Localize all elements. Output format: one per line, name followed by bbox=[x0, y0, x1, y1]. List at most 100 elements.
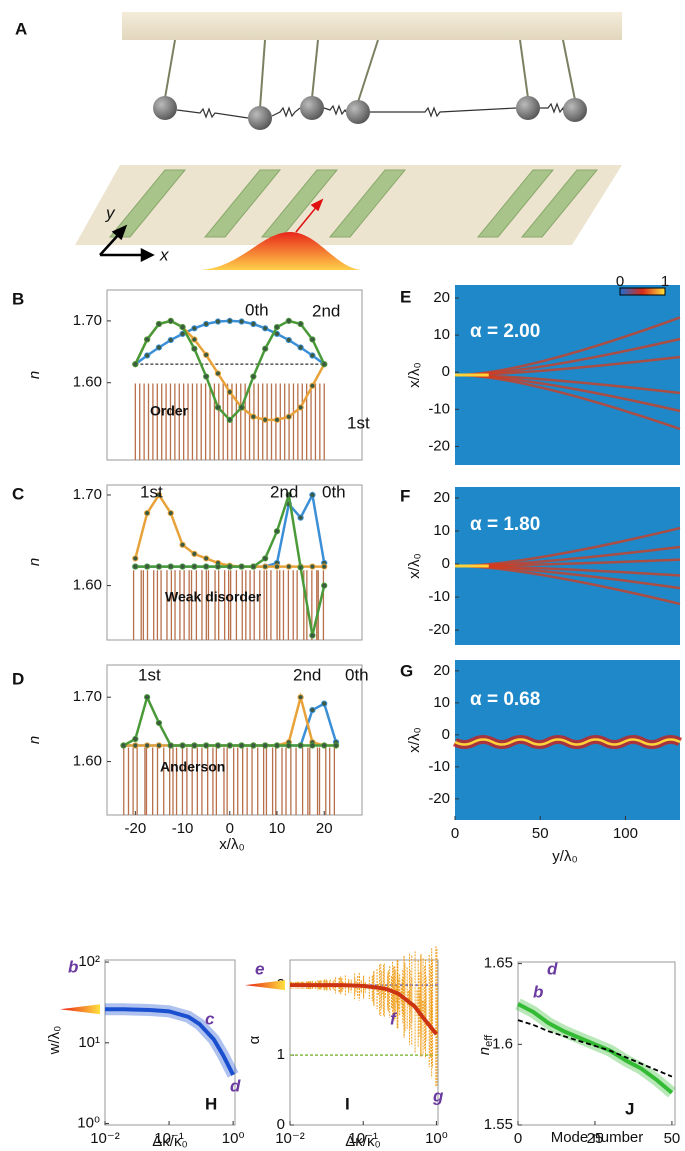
input-arrow bbox=[60, 1004, 100, 1015]
data-point bbox=[285, 413, 292, 420]
data-point bbox=[321, 700, 328, 707]
data-point bbox=[226, 416, 233, 423]
data-point bbox=[297, 564, 304, 571]
x-axis-label: y/λ₀ bbox=[552, 848, 577, 865]
data-point bbox=[297, 742, 304, 749]
x-tick-label: 10 bbox=[269, 820, 286, 837]
data-point bbox=[179, 323, 186, 331]
y-axis-label: x/λ₀ bbox=[406, 553, 423, 578]
plot-frame bbox=[106, 484, 363, 641]
slab bbox=[75, 165, 622, 245]
y-tick-label: 1.70 bbox=[73, 688, 102, 705]
data-point bbox=[167, 742, 174, 749]
data-point bbox=[144, 742, 151, 749]
y-tick-label: 10² bbox=[78, 953, 100, 970]
y-tick-label: 20 bbox=[433, 489, 450, 506]
panel: 1.70 1.60 0th 1st 2nd Order Bn bbox=[12, 289, 370, 461]
data-point bbox=[214, 318, 222, 325]
y-axis-label-main: n bbox=[26, 736, 43, 744]
data-point bbox=[155, 491, 163, 499]
data-point bbox=[321, 563, 328, 570]
y-tick-label: -20 bbox=[428, 790, 450, 807]
data-point bbox=[179, 742, 186, 749]
data-point bbox=[167, 336, 174, 344]
y-axis-label-main: n bbox=[476, 1047, 493, 1055]
series-label: 1st bbox=[347, 413, 370, 432]
annotation: d bbox=[547, 959, 558, 978]
data-point bbox=[132, 563, 139, 570]
data-point bbox=[214, 370, 222, 377]
data-point bbox=[285, 742, 292, 749]
beam bbox=[122, 12, 622, 40]
input-arrow bbox=[245, 980, 285, 991]
panel-label: D bbox=[12, 669, 24, 688]
data-point bbox=[203, 320, 210, 328]
annotation: b bbox=[68, 957, 78, 976]
data-point bbox=[226, 388, 233, 396]
y-tick-label: 10 bbox=[433, 694, 450, 711]
x-tick-label: 0 bbox=[451, 825, 459, 842]
y-axis-label-main: x/λ₀ bbox=[406, 727, 423, 752]
data-point bbox=[155, 344, 163, 351]
data-point bbox=[285, 563, 292, 570]
x-tick-label: 10⁻¹ bbox=[348, 1130, 378, 1147]
panel-label: E bbox=[400, 287, 411, 306]
data-point bbox=[297, 344, 304, 351]
annotation: e bbox=[255, 959, 264, 978]
panel-a: A x y bbox=[15, 12, 622, 270]
series-label: 1st bbox=[138, 665, 161, 684]
axis-x-label: x bbox=[159, 245, 169, 264]
data-point bbox=[191, 550, 198, 557]
x-axis-label: Δκ/κ₀ bbox=[345, 1133, 380, 1150]
data-point bbox=[297, 514, 304, 521]
annotation: f bbox=[390, 1009, 398, 1028]
series-label: 0th bbox=[322, 482, 346, 501]
x-tick-label: 50 bbox=[664, 1130, 681, 1147]
data-point bbox=[309, 382, 316, 389]
data-point bbox=[262, 742, 269, 749]
y-tick-label: 20 bbox=[433, 289, 450, 306]
annotation: b bbox=[533, 982, 543, 1001]
data-point bbox=[144, 336, 151, 343]
data-point bbox=[144, 352, 151, 359]
regime-label: Order bbox=[150, 403, 189, 419]
colorbar bbox=[619, 287, 666, 296]
data-point bbox=[144, 509, 151, 517]
y-tick-label: 10 bbox=[433, 522, 450, 539]
y-tick-label: 1.70 bbox=[73, 486, 102, 503]
data-point bbox=[273, 416, 281, 423]
y-tick-label: 10 bbox=[433, 326, 450, 343]
y-axis-label-main: n bbox=[26, 558, 43, 566]
data-point bbox=[203, 351, 210, 359]
series-label: 2nd bbox=[312, 301, 340, 320]
y-tick-label: 1.60 bbox=[73, 374, 102, 391]
x-tick-label: 0 bbox=[226, 820, 234, 837]
data-point bbox=[120, 742, 127, 749]
plot-frame bbox=[106, 289, 363, 461]
y-axis-label-main: x/λ₀ bbox=[406, 553, 423, 578]
data-point bbox=[309, 336, 316, 343]
data-point bbox=[262, 325, 269, 332]
data-point bbox=[238, 404, 245, 411]
data-point bbox=[309, 742, 316, 749]
data-point bbox=[155, 719, 163, 727]
series-label: 0th bbox=[345, 665, 369, 684]
beam-profile bbox=[200, 232, 362, 270]
data-point bbox=[191, 345, 198, 352]
y-tick-label: 0 bbox=[442, 726, 450, 743]
y-tick-label: 0 bbox=[442, 363, 450, 380]
data-point bbox=[203, 373, 210, 380]
data-point bbox=[214, 404, 222, 411]
panel-label: F bbox=[400, 486, 410, 505]
direction-arrow bbox=[295, 198, 324, 233]
panel: α = 1.80 20 10 0 -10 -20 Fx/λ₀ bbox=[400, 486, 681, 645]
y-tick-label: 1.60 bbox=[73, 577, 102, 594]
data-point bbox=[250, 413, 257, 420]
panel: 1.70 1.60 -20 -10 0 10 20 0th 1st 2nd Anderson Dn x/… bbox=[12, 664, 369, 853]
panel-label: I bbox=[345, 1094, 350, 1113]
data-point bbox=[191, 742, 198, 749]
data-point bbox=[238, 563, 245, 570]
data-point bbox=[285, 317, 292, 325]
